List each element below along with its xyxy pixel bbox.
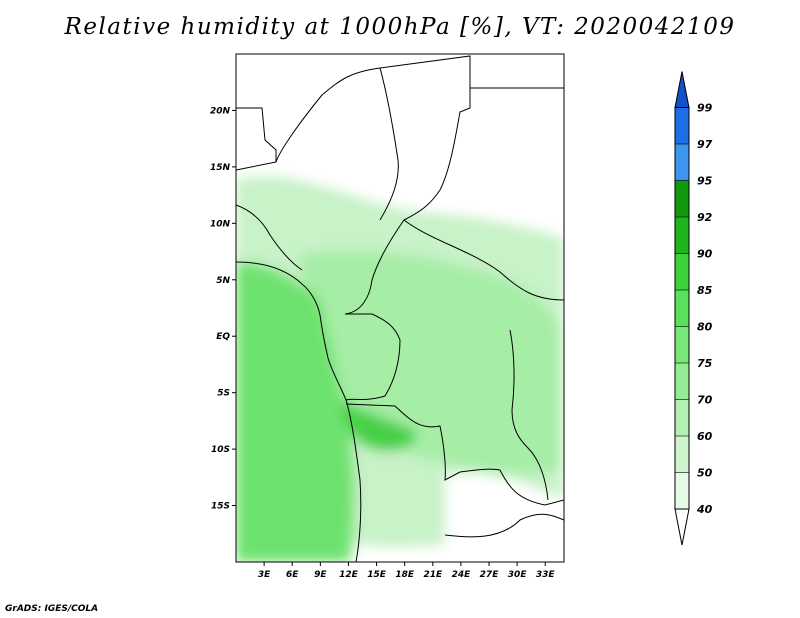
lon-tick-label: 15E [367, 570, 387, 580]
humidity-region-ocean [236, 262, 355, 562]
colorbar-label: 40 [696, 503, 713, 516]
border-line [509, 329, 549, 501]
colorbar-label: 85 [697, 284, 713, 297]
border-line [275, 55, 471, 315]
colorbar-above-triangle [674, 71, 690, 108]
colorbar-segment [675, 107, 689, 144]
colorbar-segment [675, 326, 689, 363]
lon-tick-label: 6E [286, 570, 299, 580]
lat-tick-label: 5S [217, 389, 230, 399]
colorbar-segment [675, 290, 689, 327]
colorbar-label: 97 [697, 138, 713, 151]
border-line [444, 513, 564, 538]
humidity-region-south-dry [445, 474, 564, 562]
lon-tick-label: 30E [508, 570, 528, 580]
border-line [236, 107, 277, 171]
lon-tick-label: 27E [480, 570, 500, 580]
humidity-region-sahel-dry [236, 56, 564, 205]
border-line [379, 67, 399, 221]
lat-tick-label: 10N [210, 219, 231, 229]
lon-tick-label: 18E [395, 570, 415, 580]
coastline-and-borders [236, 55, 564, 562]
colorbar-segment [675, 363, 689, 400]
colorbar-segment [675, 144, 689, 181]
colorbar-label: 60 [697, 430, 713, 443]
grads-credit: GrADS: IGES/COLA [5, 604, 99, 614]
lon-tick-label: 3E [258, 570, 271, 580]
colorbar-label: 80 [697, 321, 713, 334]
lon-tick-label: 24E [452, 570, 472, 580]
colorbar-label: 90 [697, 248, 713, 261]
colorbar-label: 92 [697, 211, 713, 224]
lat-tick-label: EQ [216, 332, 230, 342]
colorbar-segment [675, 180, 689, 217]
colorbar-label: 95 [697, 175, 713, 188]
lon-tick-label: 33E [536, 570, 556, 580]
coastline [236, 261, 362, 562]
colorbar-segment [675, 253, 689, 290]
lat-tick-label: 15S [211, 502, 230, 512]
lat-tick-label: 20N [210, 106, 231, 116]
lat-tick-label: 5N [216, 276, 230, 286]
lon-tick-label: 9E [314, 570, 327, 580]
border-line [403, 219, 564, 301]
lon-tick-label: 12E [339, 570, 359, 580]
colorbar-segment [675, 472, 689, 509]
humidity-field [236, 56, 564, 562]
colorbar-segment [675, 436, 689, 473]
map-title: Relative humidity at 1000hPa [%], VT: 20… [64, 14, 736, 40]
lat-tick-label: 15N [210, 163, 231, 173]
border-line [345, 403, 564, 506]
lat-tick-label: 10S [211, 445, 230, 455]
colorbar-label: 50 [697, 467, 713, 480]
border-line [345, 313, 401, 401]
map-frame [235, 53, 565, 563]
border-line [236, 204, 303, 271]
colorbar-segment [675, 399, 689, 436]
colorbar-below-triangle [674, 508, 690, 546]
colorbar-label: 70 [697, 394, 713, 407]
colorbar-label: 99 [697, 102, 713, 115]
lon-tick-label: 21E [423, 570, 443, 580]
humidity-region-coast-high [340, 400, 416, 452]
colorbar-segment [675, 217, 689, 254]
colorbar-label: 75 [697, 357, 713, 370]
